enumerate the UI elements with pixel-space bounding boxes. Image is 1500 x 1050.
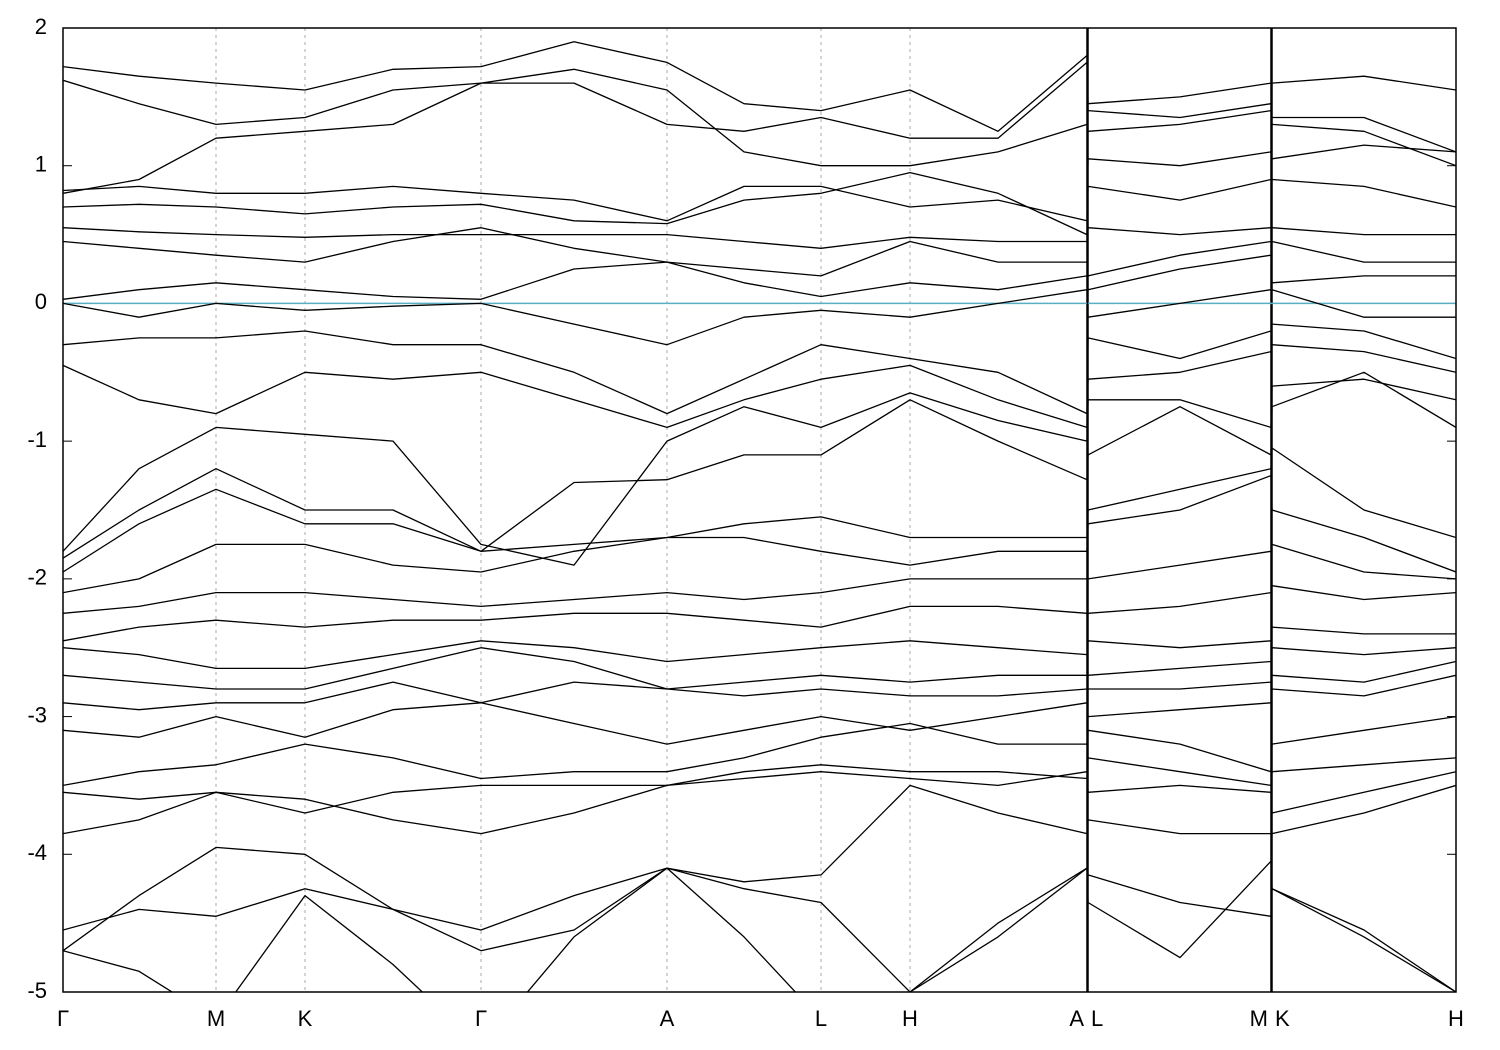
band-line bbox=[63, 474, 1456, 594]
x-tick-label: M bbox=[1250, 1006, 1268, 1031]
y-tick-label: -5 bbox=[27, 978, 47, 1003]
x-tick-label: K bbox=[1275, 1006, 1290, 1031]
x-tick-label: M bbox=[207, 1006, 225, 1031]
band-line bbox=[63, 660, 1456, 711]
band-line bbox=[63, 144, 1456, 222]
band-line bbox=[63, 860, 1456, 992]
band-line bbox=[63, 626, 1456, 670]
x-tick-label: A bbox=[1069, 1006, 1084, 1031]
y-tick-label: -2 bbox=[27, 565, 47, 590]
band-line bbox=[63, 289, 1456, 346]
band-line bbox=[63, 647, 1456, 690]
band-line bbox=[63, 585, 1456, 642]
band-line bbox=[63, 254, 1456, 300]
x-tick-label: K bbox=[298, 1006, 313, 1031]
x-tick-label: A bbox=[660, 1006, 675, 1031]
y-tick-label: -1 bbox=[27, 427, 47, 452]
y-tick-label: -3 bbox=[27, 702, 47, 727]
band-line bbox=[63, 41, 1456, 132]
bands bbox=[63, 41, 1456, 992]
y-tick-label: 1 bbox=[35, 152, 47, 177]
y-tick-label: 2 bbox=[35, 14, 47, 39]
x-tick-label: H bbox=[1448, 1006, 1464, 1031]
band-line bbox=[63, 171, 1456, 236]
band-line bbox=[63, 378, 1456, 566]
band-line bbox=[63, 227, 1456, 249]
band-line bbox=[63, 447, 1456, 573]
band-line bbox=[63, 543, 1456, 614]
y-tick-label: 0 bbox=[35, 289, 47, 314]
y-tick-label: -4 bbox=[27, 840, 47, 865]
band-line bbox=[63, 715, 1456, 787]
x-tick-label: L bbox=[815, 1006, 827, 1031]
x-tick-label: L bbox=[1091, 1006, 1103, 1031]
band-line bbox=[63, 323, 1456, 415]
band-line bbox=[63, 344, 1456, 429]
x-tick-label: H bbox=[902, 1006, 918, 1031]
band-line bbox=[63, 61, 1456, 153]
band-line bbox=[63, 771, 1456, 835]
x-tick-label: Γ bbox=[475, 1006, 487, 1031]
band-line bbox=[63, 867, 1456, 992]
band-line bbox=[63, 68, 1456, 194]
x-tick-label: Γ bbox=[57, 1006, 69, 1031]
band-line bbox=[63, 784, 1456, 952]
plot-frame bbox=[62, 27, 1457, 993]
band-line bbox=[63, 757, 1456, 814]
band-line bbox=[63, 227, 1456, 277]
band-line bbox=[63, 674, 1456, 745]
band-line bbox=[63, 371, 1456, 559]
